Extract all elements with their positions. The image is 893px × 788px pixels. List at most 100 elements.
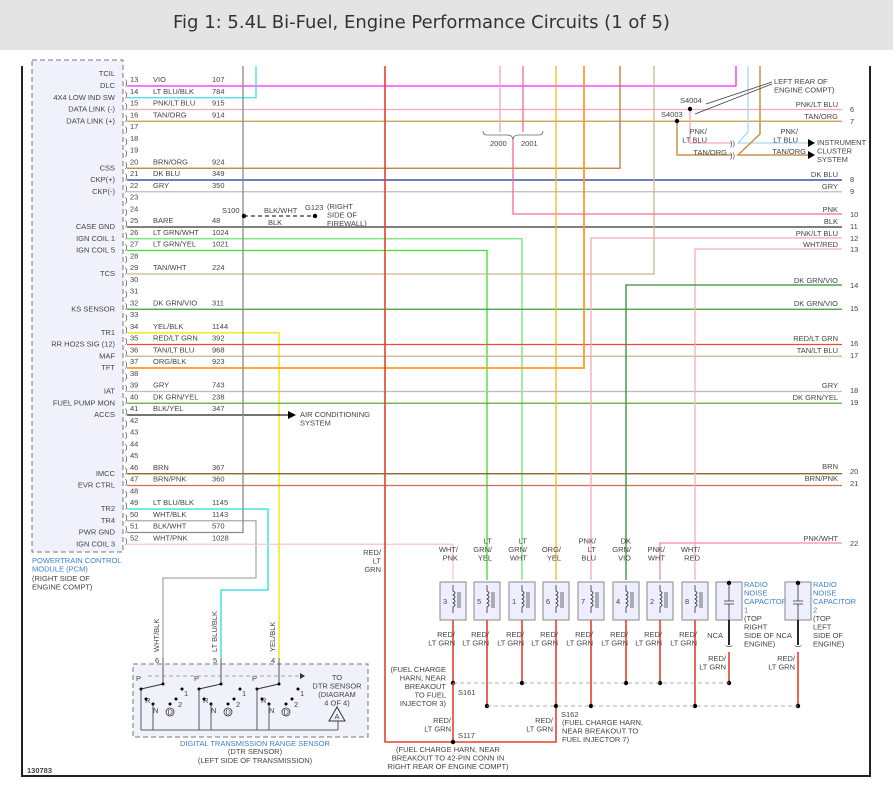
dtr-pin-number: 4 <box>271 656 275 665</box>
capacitor-feed-label: RED/ <box>708 654 727 663</box>
dtr-position-label: P <box>252 674 257 683</box>
pin-connector-icon: ) <box>125 90 128 99</box>
dtr-position-label: P <box>194 674 199 683</box>
ac-system-label: AIR CONDITIONING <box>300 410 370 419</box>
instrument-cluster-label: SYSTEM <box>817 155 848 164</box>
injector-feed-label: LT GRN <box>428 639 455 648</box>
right-wire-label: RED/LT GRN <box>793 334 838 343</box>
pcm-wire-color: WHT/BLK <box>153 510 186 519</box>
injector-number: 4 <box>616 597 620 606</box>
pcm-circuit-number: 570 <box>212 522 225 531</box>
pcm-wire-color: DK GRN/YEL <box>153 392 198 401</box>
injector-wire-label: PNK/ <box>578 537 596 546</box>
pcm-pin-signal: 4X4 LOW IND SW <box>53 93 116 102</box>
capacitor-name: RADIO <box>813 580 837 589</box>
pcm-pin-signal: EVR CTRL <box>78 481 115 490</box>
pcm-pin-number: 45 <box>130 451 138 460</box>
right-wire-label: BRN <box>822 462 838 471</box>
pcm-pin-number: 17 <box>130 122 138 131</box>
injector-wire-label: WHT <box>648 554 665 563</box>
pcm-pin-number: 13 <box>130 75 138 84</box>
pcm-wire-color: TAN/LT BLU <box>153 345 194 354</box>
dtr-contact <box>144 697 148 701</box>
pin-connector-icon: ) <box>125 360 128 369</box>
right-connector-number: 21 <box>850 479 858 488</box>
splice-location: (FUEL CHARGE HARN, NEAR <box>396 745 500 754</box>
injector-wire-label: VIO <box>618 554 631 563</box>
pin-connector-icon: ) <box>125 137 128 146</box>
wire-pnk-wht-22 <box>659 542 842 580</box>
pcm-pin-number: 44 <box>130 439 138 448</box>
pcm-pin-number: 23 <box>130 193 138 202</box>
pcm-pin-signal: CASE GND <box>76 222 116 231</box>
pcm-pin-signal: ACCS <box>94 410 115 419</box>
coil-icon <box>486 585 490 613</box>
splice-location: HARN, NEAR <box>400 674 447 683</box>
right-connector-number: 20 <box>850 467 858 476</box>
splice-label: S4003 <box>661 110 683 119</box>
ground-g123 <box>312 213 318 219</box>
right-connector-number: 9 <box>850 187 854 196</box>
injector-number: 3 <box>443 597 447 606</box>
pcm-pin-number: 35 <box>130 334 138 343</box>
pcm-pin-number: 41 <box>130 404 138 413</box>
pin-connector-icon: ) <box>125 501 128 510</box>
injector-feed-label: RED/ <box>437 630 456 639</box>
capacitor-name: RADIO <box>744 580 768 589</box>
splice-dot <box>588 703 594 709</box>
pcm-circuit-number: 915 <box>212 99 225 108</box>
connector-icon: )) <box>730 151 735 160</box>
pcm-pin-number: 15 <box>130 99 138 108</box>
wire-wht-red-13 <box>694 248 842 580</box>
pcm-circuit-number: 743 <box>212 381 225 390</box>
right-wire-label: BLK <box>824 217 838 226</box>
capacitor-name: CAPACITOR <box>813 597 857 606</box>
core-icon <box>699 592 703 608</box>
dtr-contact <box>277 682 281 686</box>
injector-number: 5 <box>477 597 481 606</box>
bracket <box>482 130 544 141</box>
pcm-circuit-number: 107 <box>212 75 225 84</box>
dtr-switch-arm <box>140 683 164 690</box>
pcm-pin-number: 48 <box>130 486 138 495</box>
pcm-pin-signal: FUEL PUMP MON <box>53 398 115 407</box>
wire-pnk-lt-blu-12 <box>590 237 842 580</box>
pin-connector-icon: ) <box>125 207 128 216</box>
injector-wire-label: GRN/ <box>508 545 528 554</box>
wire-color-label: BLK/WHT <box>264 206 298 215</box>
injector-number: 8 <box>685 597 689 606</box>
right-wire-label: TAN/ORG <box>804 112 838 121</box>
wire-color-label: PNK/ <box>780 127 798 136</box>
right-wire-label: DK GRN/VIO <box>794 299 838 308</box>
pcm-pin-number: 27 <box>130 240 138 249</box>
drive-position-icon <box>223 707 233 717</box>
dtr-wire-label: YEL/BLK <box>268 622 277 652</box>
pcm-pin-number: 52 <box>130 533 138 542</box>
injector-number: 7 <box>581 597 585 606</box>
pcm-pin-signal: PWR GND <box>79 528 116 537</box>
pin-connector-icon: ) <box>125 419 128 428</box>
injector-feed-label: LT GRN <box>531 639 558 648</box>
arrow-icon <box>808 151 815 159</box>
injector-feed-label: RED/ <box>679 630 698 639</box>
ground-location: SIDE OF <box>327 211 357 220</box>
splice-location: BREAKOUT TO 42-PIN CONN IN <box>392 754 505 763</box>
right-wire-label: PNK/LT BLU <box>796 229 838 238</box>
pcm-pin-number: 46 <box>130 463 138 472</box>
pcm-circuit-number: 224 <box>212 263 225 272</box>
arrow-icon <box>288 411 296 419</box>
pcm-pin-signal: CKP(+) <box>90 175 115 184</box>
pcm-pin-signal: TFT <box>101 363 115 372</box>
injector-wire-label: PNK <box>443 554 458 563</box>
capacitor-location: LEFT <box>813 623 832 632</box>
pcm-pin-number: 37 <box>130 357 138 366</box>
injector-feed-label: RED/ <box>540 630 559 639</box>
pcm-pin-signal: IGN COIL 5 <box>76 246 115 255</box>
splice-location: FUEL INJECTOR 7) <box>562 735 630 744</box>
wire-color-label: TAN/ORG <box>772 147 806 156</box>
capacitor-location: SIDE OF <box>813 631 843 640</box>
pcm-circuit-number: 784 <box>212 87 225 96</box>
right-connector-number: 22 <box>850 539 858 548</box>
dtr-wire-label: WHT/BLK <box>152 619 161 652</box>
